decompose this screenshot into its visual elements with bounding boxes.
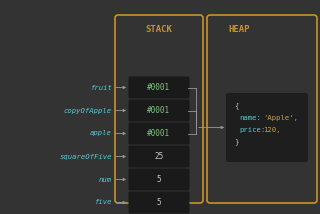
Text: HEAP: HEAP xyxy=(228,24,250,34)
Text: #0001: #0001 xyxy=(148,83,171,92)
FancyBboxPatch shape xyxy=(129,146,189,168)
Text: 25: 25 xyxy=(154,152,164,161)
Text: copyOfApple: copyOfApple xyxy=(64,107,112,113)
Text: squareOfFive: squareOfFive xyxy=(60,153,112,159)
FancyBboxPatch shape xyxy=(129,122,189,144)
Text: num: num xyxy=(99,177,112,183)
FancyBboxPatch shape xyxy=(226,93,308,162)
Text: 5: 5 xyxy=(157,198,161,207)
Text: apple: apple xyxy=(90,131,112,137)
FancyBboxPatch shape xyxy=(129,100,189,122)
Text: {: { xyxy=(234,103,238,109)
Text: STACK: STACK xyxy=(146,24,172,34)
FancyBboxPatch shape xyxy=(129,192,189,214)
Text: }: } xyxy=(234,139,238,145)
Text: 'Apple',: 'Apple', xyxy=(263,115,298,121)
FancyBboxPatch shape xyxy=(129,168,189,190)
Text: 120,: 120, xyxy=(263,127,281,133)
Text: price:: price: xyxy=(239,127,265,133)
FancyBboxPatch shape xyxy=(129,76,189,98)
Text: #0001: #0001 xyxy=(148,129,171,138)
Text: 5: 5 xyxy=(157,175,161,184)
Text: #0001: #0001 xyxy=(148,106,171,115)
Text: five: five xyxy=(94,199,112,205)
Text: name:: name: xyxy=(239,115,261,121)
Text: fruit: fruit xyxy=(90,85,112,91)
